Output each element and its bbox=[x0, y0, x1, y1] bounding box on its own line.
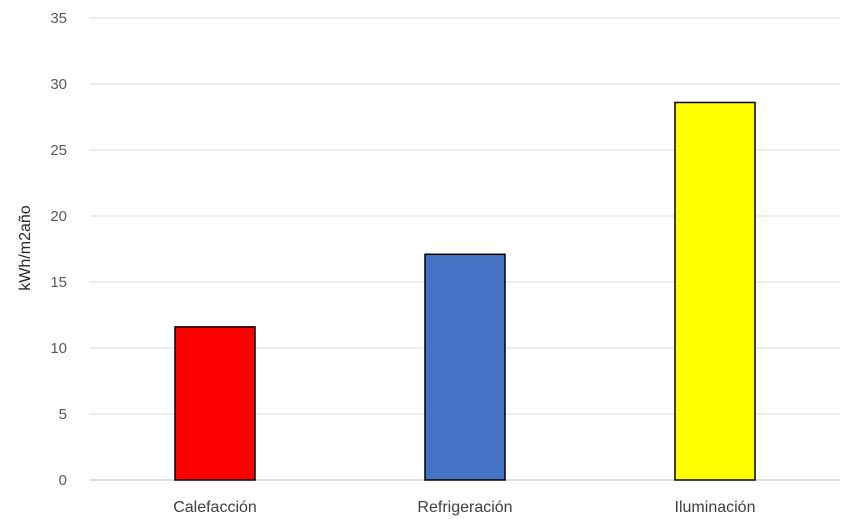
y-axis-ticks: 0 5 10 15 20 25 30 35 bbox=[50, 10, 67, 489]
y-tick-label: 25 bbox=[50, 142, 67, 159]
x-tick-label: Calefacción bbox=[173, 499, 257, 516]
bar-calefaccion bbox=[174, 326, 256, 481]
x-axis-ticks: Calefacción Refrigeración Iluminación bbox=[173, 499, 755, 516]
x-tick-label: Iluminación bbox=[675, 499, 756, 516]
y-tick-label: 30 bbox=[50, 76, 67, 93]
y-tick-label: 0 bbox=[59, 472, 67, 489]
y-axis-title: kWh/m2año bbox=[17, 205, 34, 290]
y-tick-label: 15 bbox=[50, 274, 67, 291]
y-tick-label: 20 bbox=[50, 208, 67, 225]
x-tick-label: Refrigeración bbox=[417, 499, 512, 516]
bars bbox=[174, 101, 756, 481]
bar-refrigeracion bbox=[424, 253, 506, 481]
y-tick-label: 35 bbox=[50, 10, 67, 27]
y-tick-label: 10 bbox=[50, 340, 67, 357]
y-tick-label: 5 bbox=[59, 406, 67, 423]
bar-iluminacion bbox=[674, 101, 756, 481]
